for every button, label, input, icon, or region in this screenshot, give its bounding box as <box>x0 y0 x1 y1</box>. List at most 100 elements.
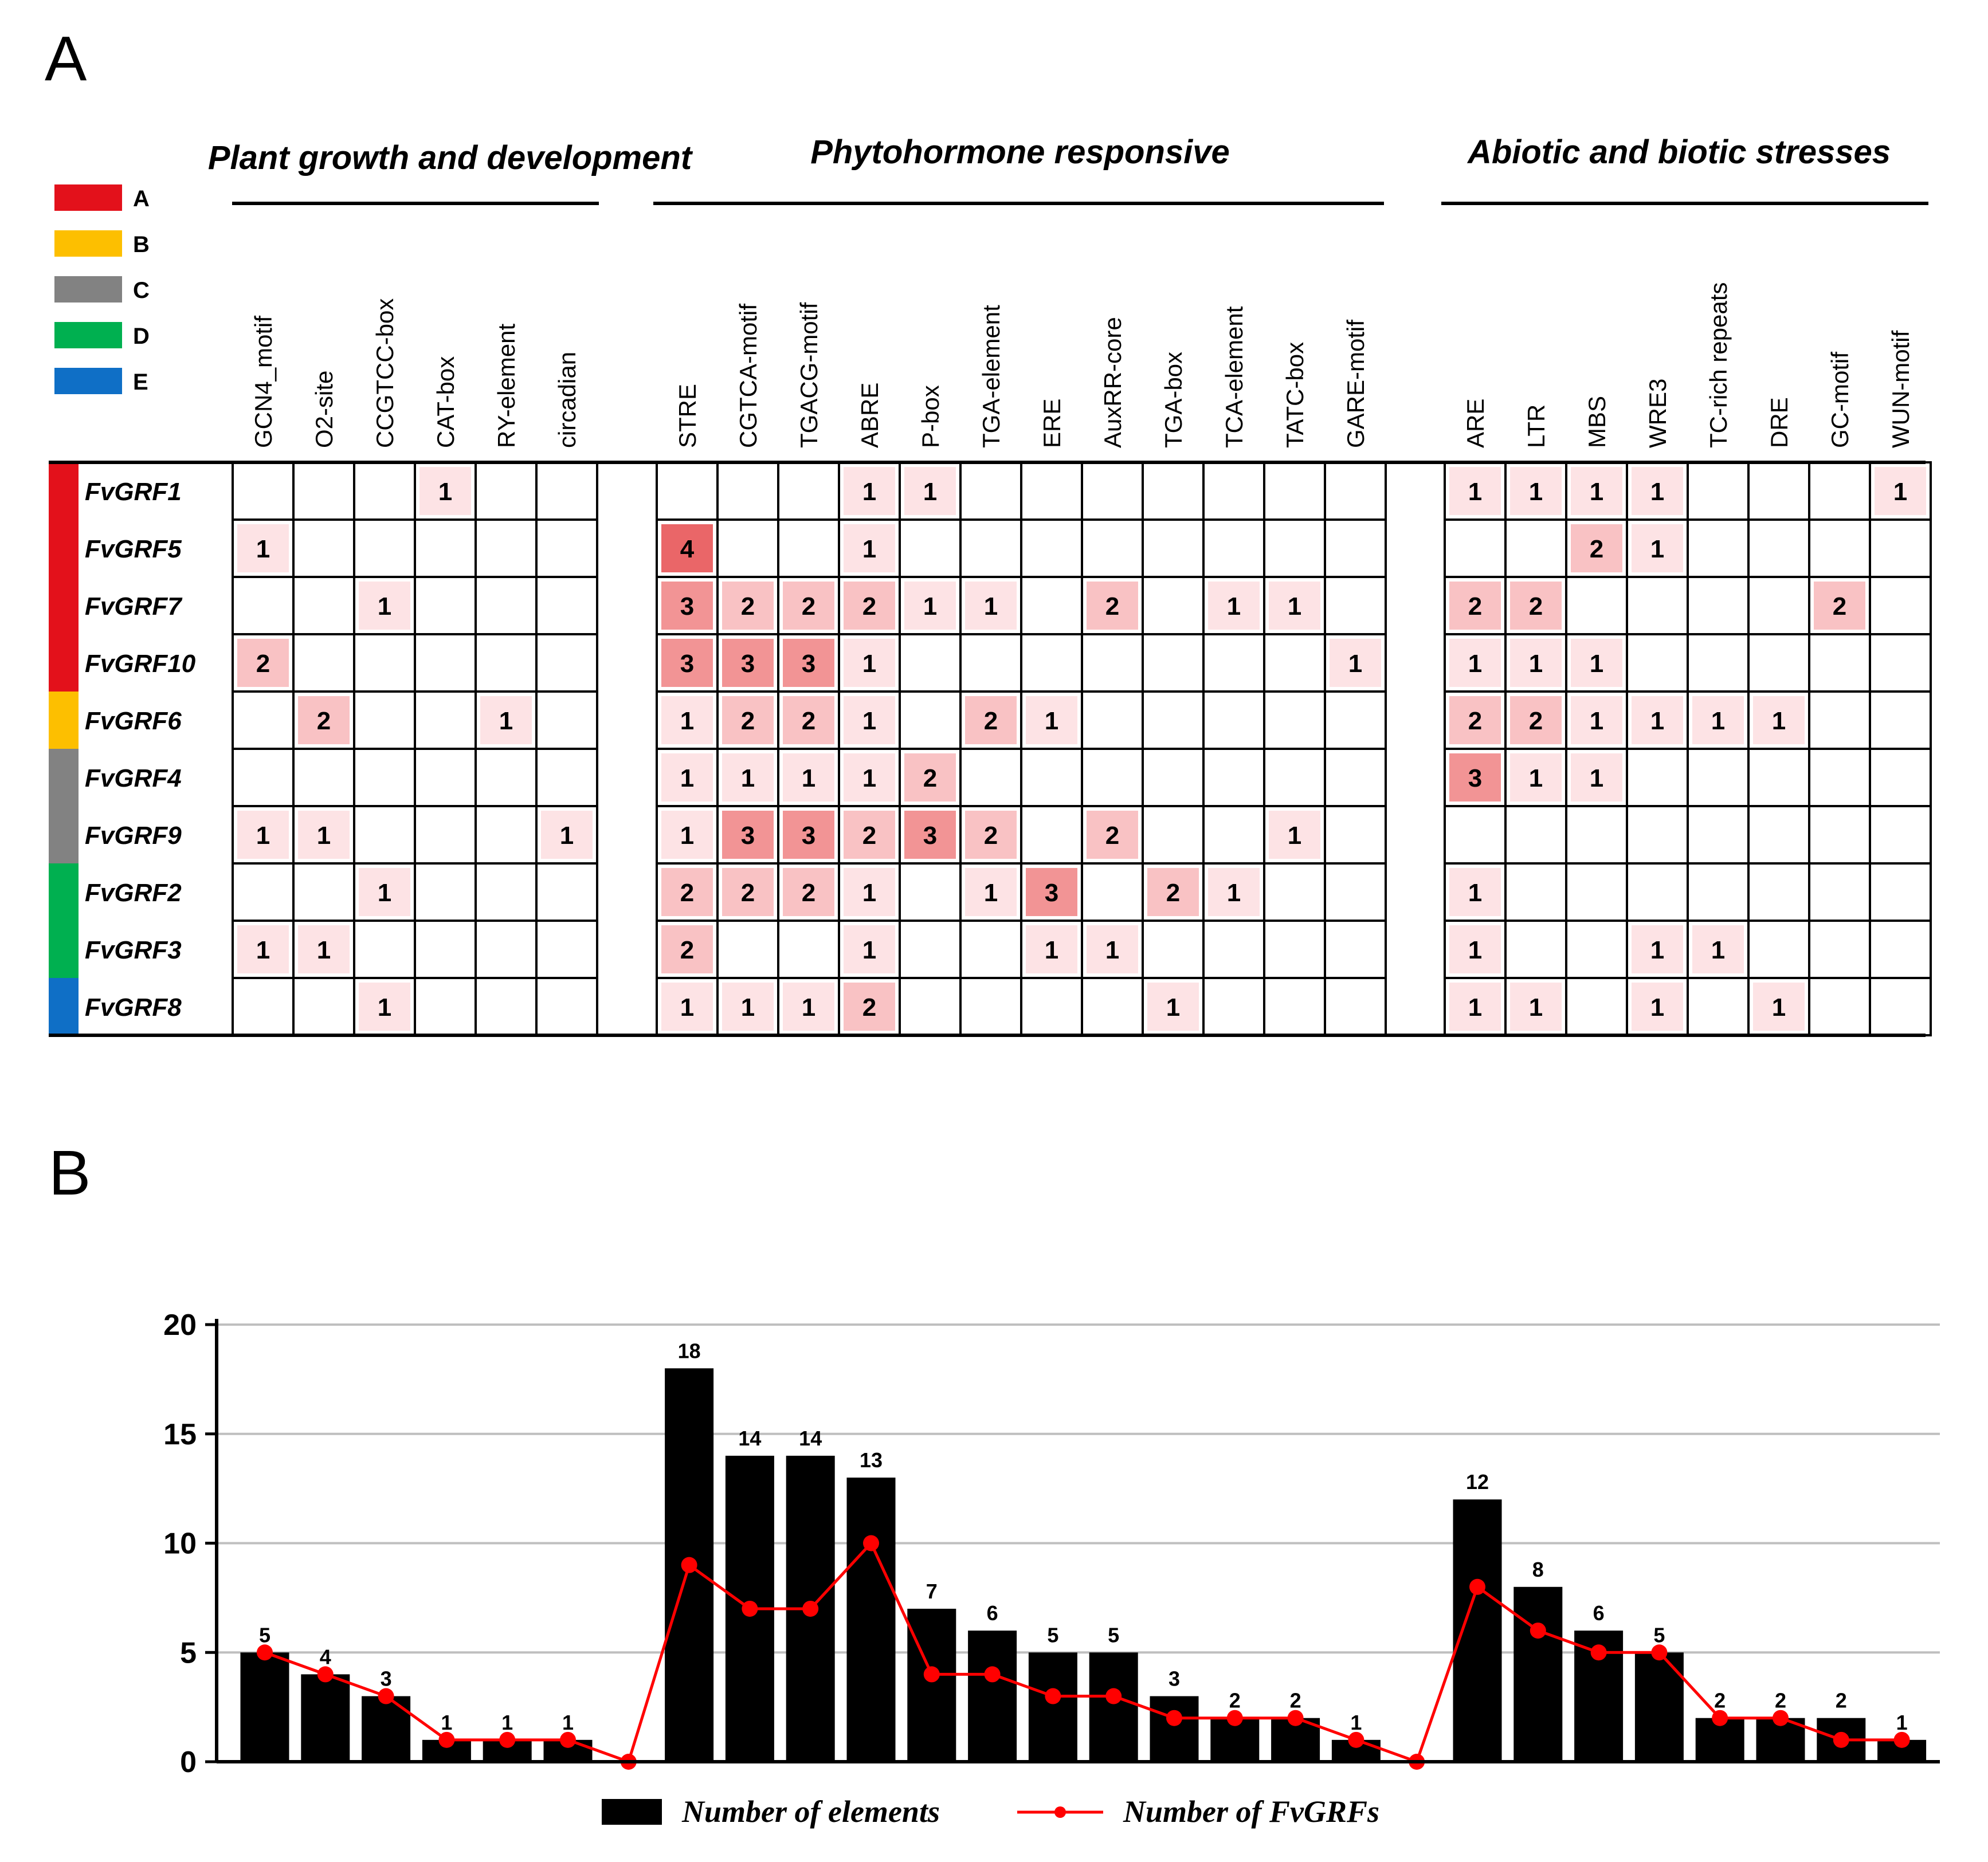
bar-label-tca-element: 2 <box>1229 1689 1241 1712</box>
line-point-wre3 <box>1651 1644 1668 1661</box>
cell-fvgrf6-are <box>1449 696 1501 744</box>
cell-fvgrf3-gare-motif-frame <box>1324 920 1387 979</box>
cell-fvgrf5-wre3-value: 1 <box>1650 535 1664 563</box>
group-bar-fvgrf8 <box>49 978 79 1035</box>
bar-label-tatc-box: 2 <box>1290 1689 1301 1712</box>
cell-fvgrf9-tatc-box <box>1269 811 1320 859</box>
cell-fvgrf7-gc-motif-value: 2 <box>1833 592 1846 620</box>
bar-label-tga-element: 6 <box>987 1601 998 1625</box>
bar-ere <box>1028 1652 1077 1762</box>
cell-fvgrf4-are-value: 3 <box>1468 764 1482 792</box>
cell-fvgrf6-tatc-box-frame <box>1263 690 1326 750</box>
cell-fvgrf10-tga-element-frame <box>959 633 1022 693</box>
cell-fvgrf9-stre-value: 1 <box>680 822 694 850</box>
cell-fvgrf5-stre <box>661 524 713 572</box>
cell-fvgrf6-gare-motif-frame <box>1324 690 1387 750</box>
bar-label-wre3: 5 <box>1653 1623 1665 1647</box>
legend-label-a: A <box>133 186 150 211</box>
cell-fvgrf7-are-value: 2 <box>1468 592 1482 620</box>
bar-label-stre: 18 <box>678 1339 701 1362</box>
cell-fvgrf2-abre-value: 1 <box>862 879 876 907</box>
legend-bar-label: Number of elements <box>681 1794 940 1829</box>
line-point-ry-element <box>499 1731 516 1748</box>
cell-fvgrf8-wre3-value: 1 <box>1650 993 1664 1022</box>
cell-fvgrf7-gcn4-motif-frame <box>232 576 295 635</box>
line-point-tc-rich-repeats <box>1712 1710 1728 1726</box>
row-label-fvgrf9: FvGRF9 <box>85 822 182 850</box>
bar-label-circadian: 1 <box>562 1711 574 1734</box>
column-labels: GCN4_motif O2-site CCGTCC-box CAT-box RY-ele… <box>250 282 1914 448</box>
cell-fvgrf5-ry-element-frame <box>475 518 538 578</box>
cell-fvgrf6-circadian-frame <box>535 690 598 750</box>
cell-fvgrf8-gc-motif-frame <box>1808 977 1871 1036</box>
cell-fvgrf2-ccgtcc-box-value: 1 <box>378 879 391 907</box>
cell-fvgrf6-stre-value: 1 <box>680 707 694 735</box>
column-label-tga-element: TGA-element <box>978 305 1005 448</box>
cell-fvgrf2-circadian-frame <box>535 862 598 922</box>
cell-fvgrf1-tgacg-motif-frame <box>777 461 840 521</box>
cell-fvgrf2-mbs-frame <box>1565 862 1628 922</box>
cell-fvgrf3-p-box-frame <box>899 920 962 979</box>
cell-fvgrf4-ltr-value: 1 <box>1529 764 1543 792</box>
group-bar-fvgrf4 <box>49 749 79 806</box>
cell-fvgrf9-wun-motif-frame <box>1869 805 1932 865</box>
cell-fvgrf6-auxrr-core-frame <box>1081 690 1144 750</box>
bar-tga-element <box>968 1631 1017 1762</box>
cell-fvgrf10-mbs-value: 1 <box>1590 650 1603 678</box>
row-label-fvgrf8: FvGRF8 <box>85 993 182 1022</box>
cell-fvgrf1-tga-box-frame <box>1142 461 1205 521</box>
cell-fvgrf10-tga-box-frame <box>1142 633 1205 693</box>
cell-fvgrf4-dre-frame <box>1747 748 1810 807</box>
cell-fvgrf9-cgtca-motif-value: 3 <box>741 822 755 850</box>
cell-fvgrf4-ry-element-frame <box>475 748 538 807</box>
cell-fvgrf2-tatc-box-frame <box>1263 862 1326 922</box>
cell-fvgrf3-tc-rich-repeats-value: 1 <box>1711 936 1725 964</box>
cell-fvgrf9-cgtca-motif <box>722 811 774 859</box>
cell-fvgrf2-ry-element-frame <box>475 862 538 922</box>
cell-fvgrf9-tca-element-frame <box>1202 805 1265 865</box>
cell-fvgrf4-ccgtcc-box-frame <box>353 748 416 807</box>
line-point-gare-motif <box>1348 1731 1364 1748</box>
legend-swatch-d <box>54 322 122 348</box>
cell-fvgrf10-tgacg-motif-value: 3 <box>802 650 815 678</box>
cell-fvgrf1-tatc-box-frame <box>1263 461 1326 521</box>
row-label-fvgrf7: FvGRF7 <box>85 592 183 620</box>
cell-fvgrf7-ltr <box>1510 582 1562 630</box>
cell-fvgrf9-stre <box>661 811 713 859</box>
cell-fvgrf4-p-box <box>904 753 956 802</box>
cell-fvgrf6-mbs <box>1571 696 1622 744</box>
cell-fvgrf10-gare-motif <box>1330 639 1381 687</box>
cell-fvgrf9-o2-site-value: 1 <box>317 822 331 850</box>
y-tick-label-20: 20 <box>163 1309 197 1342</box>
panel-a: A Plant growth and development Phytohorm… <box>45 23 1932 1037</box>
cell-fvgrf3-tga-box-frame <box>1142 920 1205 979</box>
cell-fvgrf4-abre-value: 1 <box>862 764 876 792</box>
cell-fvgrf4-stre <box>661 753 713 802</box>
cell-fvgrf9-abre <box>844 811 895 859</box>
bar-label-gare-motif: 1 <box>1350 1711 1362 1734</box>
cell-fvgrf8-mbs-frame <box>1565 977 1628 1036</box>
group-bar-fvgrf5 <box>49 520 79 577</box>
cell-fvgrf8-are-value: 1 <box>1468 993 1482 1022</box>
cell-fvgrf5-abre-value: 1 <box>862 535 876 563</box>
y-tick-label-15: 15 <box>163 1418 197 1451</box>
bar-label-are: 12 <box>1466 1470 1489 1494</box>
cell-fvgrf6-cgtca-motif <box>722 696 774 744</box>
cell-fvgrf2-are-value: 1 <box>1468 879 1482 907</box>
cell-fvgrf3-auxrr-core-value: 1 <box>1105 936 1119 964</box>
cell-fvgrf3-auxrr-core <box>1087 925 1138 973</box>
row-label-fvgrf4: FvGRF4 <box>85 764 182 792</box>
column-label-cat-box: CAT-box <box>432 356 459 448</box>
cell-fvgrf2-tga-element-value: 1 <box>984 879 998 907</box>
cell-fvgrf7-mbs-frame <box>1565 576 1628 635</box>
cell-fvgrf6-tgacg-motif <box>783 696 834 744</box>
cell-fvgrf7-p-box-value: 1 <box>923 592 937 620</box>
cell-fvgrf8-tgacg-motif <box>783 983 834 1031</box>
cell-fvgrf10-cgtca-motif <box>722 639 774 687</box>
cell-fvgrf10-cat-box-frame <box>414 633 477 693</box>
cell-fvgrf4-tatc-box-frame <box>1263 748 1326 807</box>
cell-fvgrf9-mbs-frame <box>1565 805 1628 865</box>
cell-fvgrf3-circadian-frame <box>535 920 598 979</box>
y-tick-label-10: 10 <box>163 1527 197 1561</box>
group-bar-fvgrf6 <box>49 692 79 749</box>
